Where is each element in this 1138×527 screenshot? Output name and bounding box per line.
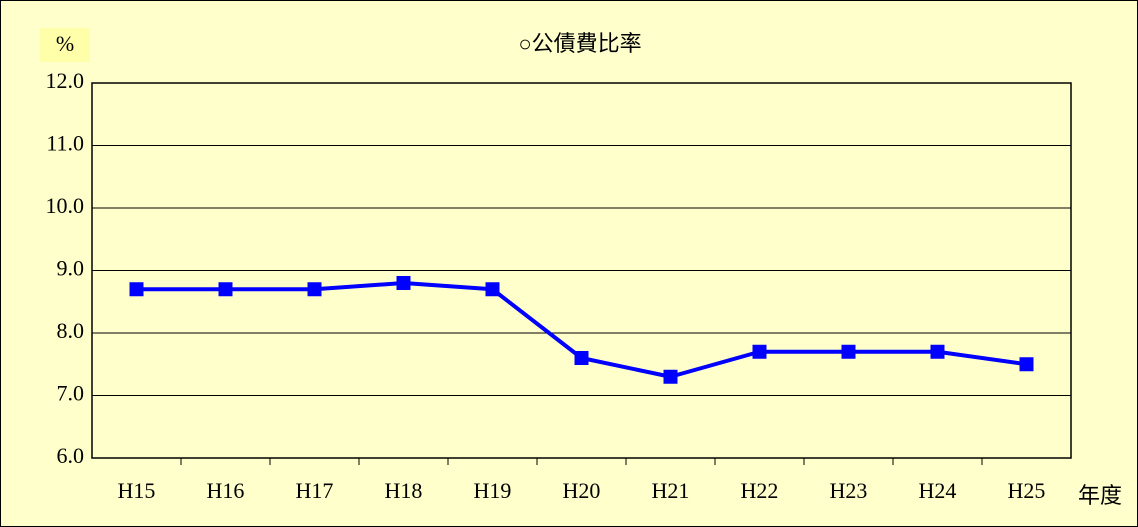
- data-point: [396, 276, 411, 290]
- data-point: [218, 282, 233, 297]
- x-tick-label: H19: [474, 478, 512, 503]
- data-point: [485, 282, 500, 297]
- data-point: [1019, 357, 1034, 372]
- chart-title: ○公債費比率: [518, 31, 641, 56]
- x-tick-label: H25: [1008, 478, 1046, 503]
- data-point: [752, 344, 767, 359]
- data-point: [307, 282, 322, 297]
- x-tick-label: H21: [652, 478, 690, 503]
- plot-frame: [91, 82, 1072, 459]
- data-point: [841, 344, 856, 359]
- x-tick-label: H23: [830, 478, 868, 503]
- data-point: [663, 369, 678, 384]
- y-tick-label: 7.0: [57, 381, 85, 406]
- x-tick-label: H22: [741, 478, 779, 503]
- y-tick-label: 9.0: [57, 256, 85, 281]
- y-tick-label: 11.0: [46, 131, 84, 156]
- data-point: [574, 351, 589, 365]
- y-tick-label: 8.0: [57, 318, 85, 343]
- x-tick-label: H16: [207, 478, 245, 503]
- x-tick-label: H20: [563, 478, 601, 503]
- y-tick-label: 12.0: [46, 68, 85, 93]
- x-tick-label: H18: [385, 478, 423, 503]
- y-tick-label: 6.0: [57, 443, 85, 468]
- x-tick-label: H17: [296, 478, 334, 503]
- data-point: [930, 344, 945, 359]
- x-tick-label: H24: [919, 478, 957, 503]
- y-tick-label: 10.0: [46, 193, 85, 218]
- x-tick-label: H15: [118, 478, 156, 503]
- unit-background: [40, 28, 90, 62]
- x-axis-label: 年度: [1078, 483, 1122, 508]
- data-point: [129, 282, 144, 297]
- y-axis-label: %: [56, 31, 74, 56]
